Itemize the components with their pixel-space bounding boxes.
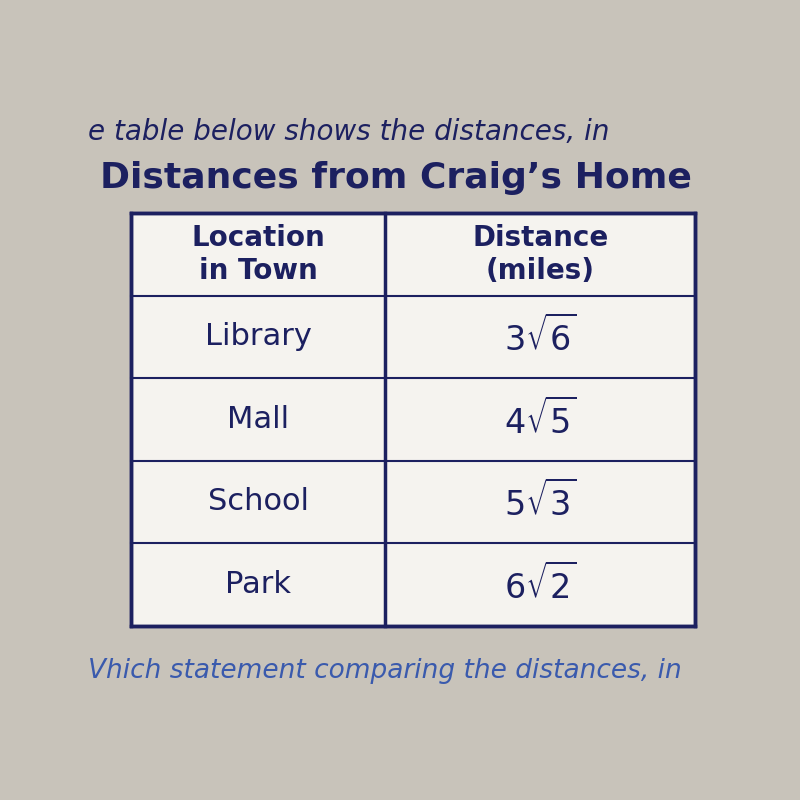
Text: Vhich statement comparing the distances, in: Vhich statement comparing the distances,… bbox=[88, 658, 682, 684]
Text: $3\sqrt{6}$: $3\sqrt{6}$ bbox=[504, 316, 577, 358]
Text: Library: Library bbox=[205, 322, 311, 351]
Text: Location
in Town: Location in Town bbox=[191, 224, 325, 285]
Text: School: School bbox=[208, 487, 309, 517]
Text: Distances from Craig’s Home: Distances from Craig’s Home bbox=[100, 161, 692, 194]
Text: Distance
(miles): Distance (miles) bbox=[472, 224, 608, 285]
Text: $4\sqrt{5}$: $4\sqrt{5}$ bbox=[504, 398, 577, 441]
Bar bbox=[131, 213, 695, 626]
Text: e table below shows the distances, in: e table below shows the distances, in bbox=[88, 118, 609, 146]
Text: Park: Park bbox=[225, 570, 291, 599]
Text: $5\sqrt{3}$: $5\sqrt{3}$ bbox=[504, 481, 577, 523]
Text: Mall: Mall bbox=[227, 405, 289, 434]
Text: $6\sqrt{2}$: $6\sqrt{2}$ bbox=[504, 563, 577, 606]
